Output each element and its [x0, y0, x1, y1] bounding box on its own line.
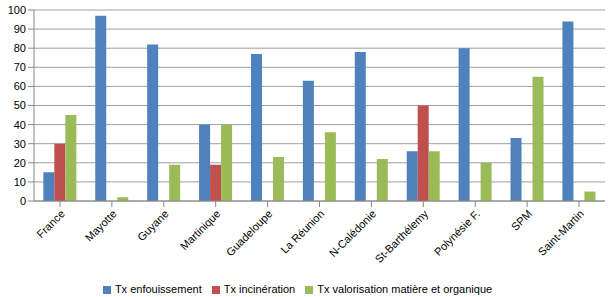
svg-text:0: 0 [20, 195, 26, 207]
svg-text:St-Barthélemy: St-Barthélemy [372, 207, 430, 265]
svg-text:Polynésie F.: Polynésie F. [432, 207, 482, 257]
svg-text:SPM: SPM [509, 207, 534, 232]
svg-text:50: 50 [14, 99, 26, 111]
svg-text:N-Calédonie: N-Calédonie [327, 207, 379, 259]
svg-text:20: 20 [14, 157, 26, 169]
svg-text:Martinique: Martinique [178, 207, 223, 252]
html-text:Tx enfouissement: Tx enfouissement [114, 283, 202, 295]
svg-text:100: 100 [8, 4, 26, 16]
svg-text:30: 30 [14, 138, 26, 150]
svg-text:Guyane: Guyane [135, 207, 171, 243]
svg-text:Saint-Martin: Saint-Martin [536, 207, 586, 257]
svg-text:Guadeloupe: Guadeloupe [224, 207, 275, 258]
svg-text:40: 40 [14, 119, 26, 131]
svg-text:10: 10 [14, 176, 26, 188]
svg-text:70: 70 [14, 61, 26, 73]
svg-text:France: France [34, 207, 67, 240]
svg-text:La Réunion: La Réunion [278, 207, 326, 255]
html-text:Tx valorisation matière et org: Tx valorisation matière et organique [317, 283, 493, 295]
svg-text:60: 60 [14, 80, 26, 92]
svg-text:80: 80 [14, 42, 26, 54]
svg-text:90: 90 [14, 23, 26, 35]
html-text:Tx incinération: Tx incinération [223, 283, 296, 295]
svg-text:Mayotte: Mayotte [83, 207, 119, 243]
